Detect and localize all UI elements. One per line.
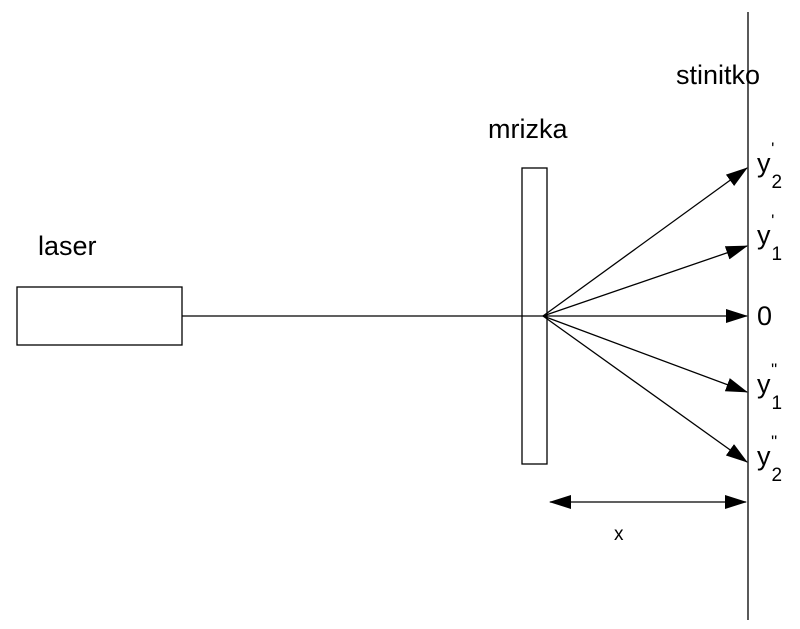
order-label-zero: 0 — [757, 301, 772, 331]
order-label-y1-prime: y1' — [757, 211, 782, 265]
ray-y2-dprime — [542, 315, 748, 463]
ray-y1-dprime — [542, 315, 748, 393]
screen-label: stinitko — [676, 60, 760, 90]
order-label-y2-prime: y2' — [757, 139, 782, 193]
distance-label: x — [614, 524, 624, 545]
order-label-y1-dprime: y1" — [757, 360, 782, 414]
laser-label: laser — [38, 231, 97, 261]
ray-y1-prime — [542, 245, 748, 317]
ray-y2-prime — [542, 167, 748, 317]
order-label-y2-dprime: y2" — [757, 432, 782, 486]
laser-box — [16, 286, 183, 346]
grating-label: mrizka — [488, 114, 568, 144]
